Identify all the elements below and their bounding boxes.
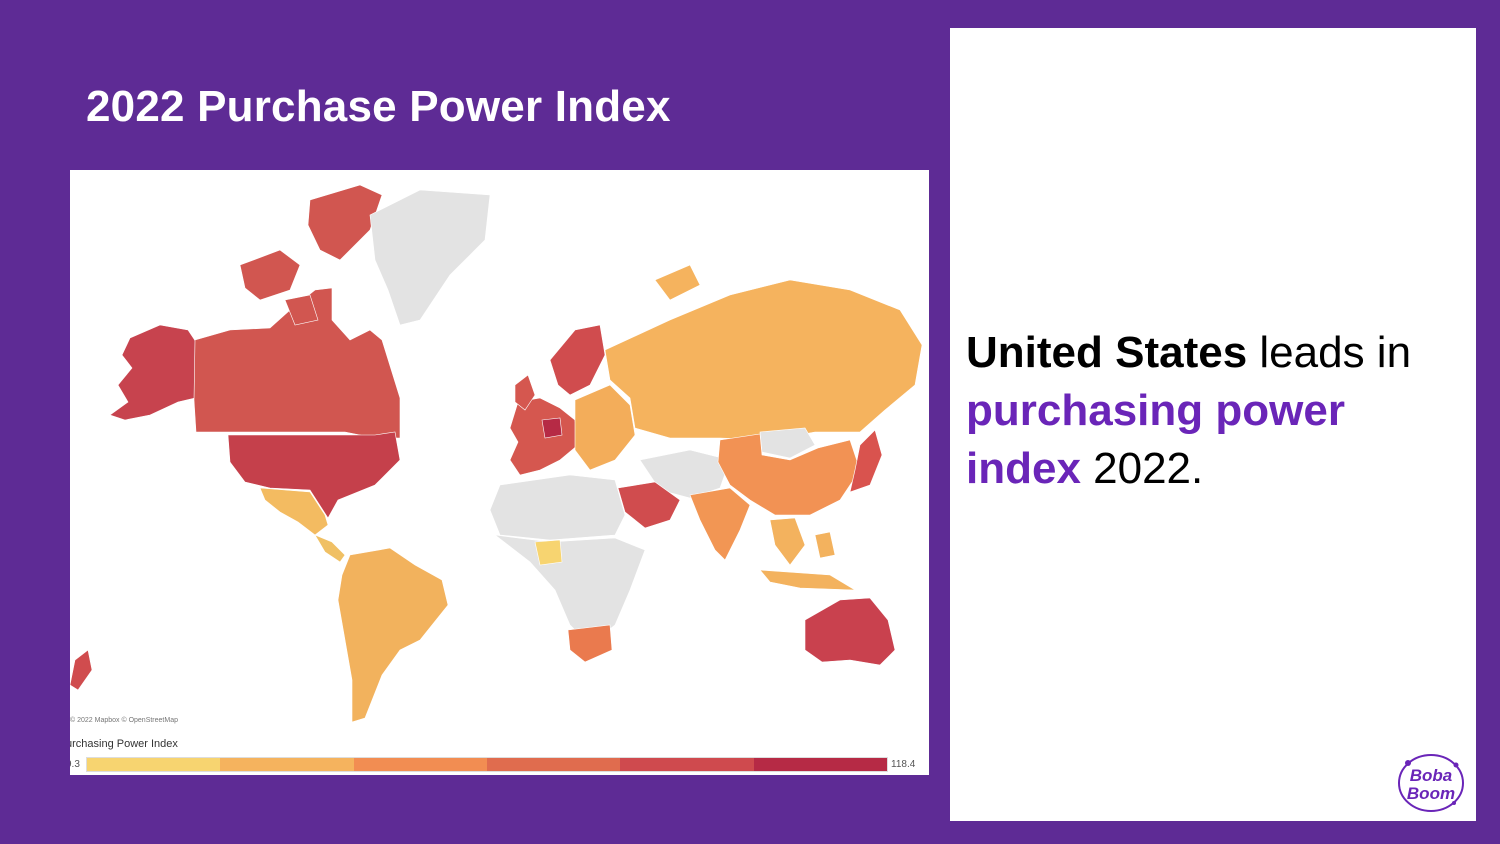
callout-country: United States [966,328,1248,377]
region-scandinavia [549,324,606,396]
callout-text: United States leads in purchasing power … [966,324,1466,498]
region-north-africa [489,474,626,541]
legend-title: urchasing Power Index [70,738,178,750]
region-switzerland [541,417,563,439]
region-india [689,487,751,561]
region-alaska [109,324,199,421]
region-eastern-europe [574,384,636,471]
legend-bin-2 [220,758,354,771]
legend-bin-5 [620,758,754,771]
logo-line-2: Boom [1407,784,1455,803]
logo-line-1: Boba [1410,766,1453,785]
region-south-america [337,547,449,723]
region-uk [514,374,536,411]
world-map-panel: © 2022 Mapbox © OpenStreetMap urchasing … [70,170,929,775]
region-africa-rest [493,534,646,646]
legend-bin-6 [753,758,887,771]
region-china [717,433,861,516]
region-nigeria [534,539,563,566]
region-japan [849,429,883,493]
region-greenland [369,189,491,326]
legend-bin-4 [486,758,621,771]
map-attribution: © 2022 Mapbox © OpenStreetMap [70,717,178,724]
callout-text-1: leads in [1247,328,1412,377]
region-russia [604,279,923,441]
callout-text-2: 2022. [1080,444,1204,493]
world-choropleth-map [70,170,929,730]
region-canada-islands [239,184,383,326]
legend-max-label: 118.4 [891,759,916,770]
region-south-africa [567,624,613,663]
region-usa [227,431,401,519]
region-new-zealand [70,649,93,691]
region-russia-north [654,264,701,301]
region-australia [804,597,896,666]
region-saudi-arabia [617,481,681,529]
boba-boom-logo: Boba Boom [1398,754,1464,812]
callout-highlight: purchasing power index [966,386,1345,493]
callout-panel: United States leads in purchasing power … [950,28,1476,821]
legend-bin-3 [353,758,487,771]
legend-color-scale [86,757,888,772]
region-central-america [314,534,346,563]
legend-bin-1 [87,758,221,771]
region-southeast-asia [759,517,856,591]
slide-title: 2022 Purchase Power Index [86,82,671,131]
legend-min-label: 9.3 [70,759,80,770]
region-western-europe [509,397,579,476]
